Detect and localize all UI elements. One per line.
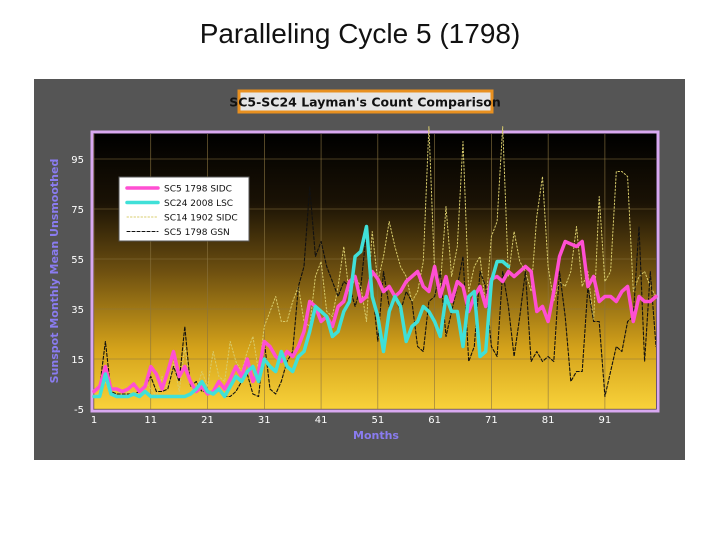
x-tick-label: 11	[144, 415, 157, 426]
series-lines	[92, 126, 658, 399]
x-tick-label: 21	[201, 415, 214, 426]
x-tick-label: 91	[599, 415, 612, 426]
series-line-3	[93, 185, 657, 398]
slide-title: Paralleling Cycle 5 (1798)	[199, 18, 521, 49]
y-tick-label: -5	[74, 405, 84, 416]
x-tick-label: 81	[542, 415, 555, 426]
series-line-2	[93, 126, 657, 397]
x-axis-label: Months	[353, 429, 399, 442]
chart-title-box	[237, 89, 494, 114]
y-tick-label: 15	[71, 355, 84, 366]
legend-label-0: SC5 1798 SIDC	[164, 185, 232, 195]
legend: SC5 1798 SIDC SC24 2008 LSC SC14 1902 SIDC…	[118, 176, 250, 242]
y-axis-label: Sunspot Monthly Mean Unsmoothed	[48, 159, 61, 384]
x-tick-label: 51	[371, 415, 384, 426]
legend-label-1: SC24 2008 LSC	[164, 199, 233, 209]
x-tick-label: 41	[315, 415, 328, 426]
y-axis-ticks: -5 15 35 55 75 95	[71, 155, 84, 416]
series-line-1	[92, 224, 511, 399]
legend-label-2: SC14 1902 SIDC	[164, 214, 238, 224]
x-axis-ticks: 1 11 21 31 41 51 61 71 81 91	[91, 415, 611, 426]
chart-title: SC5-SC24 Layman's Count Comparison	[229, 95, 501, 110]
y-tick-label: 35	[71, 305, 84, 316]
series-line-0	[92, 239, 658, 396]
x-tick-label: 31	[258, 415, 271, 426]
y-tick-label: 95	[71, 155, 84, 166]
legend-label-3: SC5 1798 GSN	[164, 228, 230, 238]
y-tick-label: 55	[71, 255, 84, 266]
x-tick-label: 1	[91, 415, 97, 426]
x-tick-label: 61	[428, 415, 441, 426]
x-tick-label: 71	[485, 415, 498, 426]
y-tick-label: 75	[71, 205, 84, 216]
